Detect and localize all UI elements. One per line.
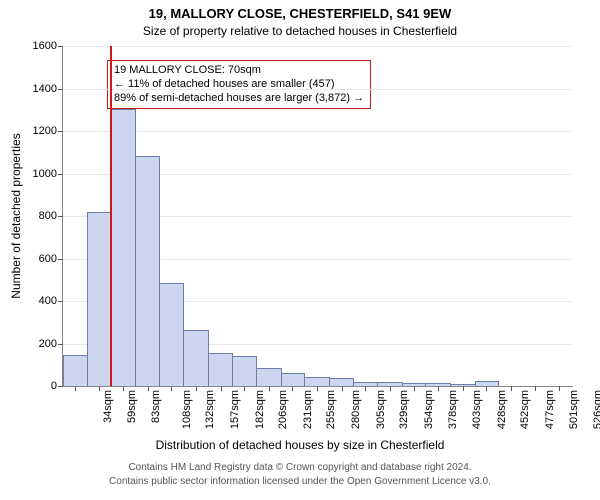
y-gridline: [63, 46, 573, 47]
histogram-bar: [232, 356, 257, 386]
x-tick: [390, 386, 391, 391]
histogram-bar: [281, 373, 306, 386]
y-tick-label: 600: [39, 253, 57, 265]
histogram-bar: [183, 330, 209, 386]
annotation-line-1: 19 MALLORY CLOSE: 70sqm: [114, 64, 364, 78]
y-tick-label: 1600: [33, 40, 57, 52]
x-tick: [535, 386, 536, 391]
x-axis-label: Distribution of detached houses by size …: [0, 438, 600, 452]
x-tick: [123, 386, 124, 391]
y-tick-label: 800: [39, 210, 57, 222]
y-tick: [58, 174, 63, 175]
histogram-bar: [159, 283, 184, 386]
y-axis-label: Number of detached properties: [9, 133, 23, 298]
x-tick: [75, 386, 76, 391]
y-tick: [58, 216, 63, 217]
x-tick-label: 378sqm: [447, 390, 459, 429]
plot-area: 19 MALLORY CLOSE: 70sqm ← 11% of detache…: [62, 46, 573, 387]
x-tick: [148, 386, 149, 391]
x-tick-label: 255sqm: [326, 390, 338, 429]
chart-subtitle: Size of property relative to detached ho…: [0, 24, 600, 38]
x-tick: [244, 386, 245, 391]
x-tick: [414, 386, 415, 391]
x-tick: [196, 386, 197, 391]
y-tick: [58, 89, 63, 90]
x-tick: [317, 386, 318, 391]
histogram-bar: [135, 156, 161, 387]
histogram-bar: [208, 353, 234, 386]
x-tick-label: 452sqm: [519, 390, 531, 429]
x-tick-label: 354sqm: [423, 390, 435, 429]
y-tick: [58, 386, 63, 387]
histogram-bar: [329, 378, 355, 386]
histogram-bar: [87, 212, 113, 386]
x-tick: [342, 386, 343, 391]
x-tick: [269, 386, 270, 391]
x-tick: [99, 386, 100, 391]
credit-line-2: Contains public sector information licen…: [0, 476, 600, 487]
x-tick-label: 108sqm: [181, 390, 193, 429]
x-tick: [292, 386, 293, 391]
x-tick-label: 59sqm: [126, 390, 138, 423]
x-tick-label: 231sqm: [302, 390, 314, 429]
x-tick: [438, 386, 439, 391]
x-tick-label: 329sqm: [398, 390, 410, 429]
x-tick: [486, 386, 487, 391]
x-tick-label: 501sqm: [568, 390, 580, 429]
annotation-box: 19 MALLORY CLOSE: 70sqm ← 11% of detache…: [107, 60, 371, 109]
x-tick-label: 182sqm: [254, 390, 266, 429]
x-tick: [463, 386, 464, 391]
y-tick-label: 1400: [33, 83, 57, 95]
y-tick: [58, 131, 63, 132]
x-tick: [365, 386, 366, 391]
x-tick: [221, 386, 222, 391]
x-tick-label: 428sqm: [496, 390, 508, 429]
x-tick: [511, 386, 512, 391]
x-tick-label: 403sqm: [471, 390, 483, 429]
y-tick: [58, 46, 63, 47]
x-tick-label: 280sqm: [350, 390, 362, 429]
y-tick: [58, 344, 63, 345]
y-gridline: [63, 131, 573, 132]
x-tick-label: 34sqm: [102, 390, 114, 423]
y-tick: [58, 301, 63, 302]
histogram-bar: [111, 109, 136, 386]
y-tick-label: 0: [51, 380, 57, 392]
histogram-bar: [63, 355, 88, 386]
x-tick-label: 305sqm: [375, 390, 387, 429]
x-tick-label: 132sqm: [204, 390, 216, 429]
x-tick-label: 83sqm: [150, 390, 162, 423]
chart-container: 19, MALLORY CLOSE, CHESTERFIELD, S41 9EW…: [0, 0, 600, 500]
y-gridline: [63, 89, 573, 90]
histogram-bar: [304, 377, 330, 387]
x-tick-label: 206sqm: [277, 390, 289, 429]
histogram-bar: [256, 368, 282, 386]
credit-line-1: Contains HM Land Registry data © Crown c…: [0, 462, 600, 473]
x-tick-label: 477sqm: [544, 390, 556, 429]
x-tick: [171, 386, 172, 391]
x-tick-label: 157sqm: [229, 390, 241, 429]
y-tick-label: 1000: [33, 168, 57, 180]
annotation-line-3: 89% of semi-detached houses are larger (…: [114, 92, 364, 106]
x-tick: [559, 386, 560, 391]
reference-line: [110, 46, 112, 386]
y-tick: [58, 259, 63, 260]
y-tick-label: 200: [39, 338, 57, 350]
chart-address-title: 19, MALLORY CLOSE, CHESTERFIELD, S41 9EW: [0, 6, 600, 21]
y-tick-label: 400: [39, 295, 57, 307]
x-tick-label: 526sqm: [592, 390, 600, 429]
y-tick-label: 1200: [33, 125, 57, 137]
